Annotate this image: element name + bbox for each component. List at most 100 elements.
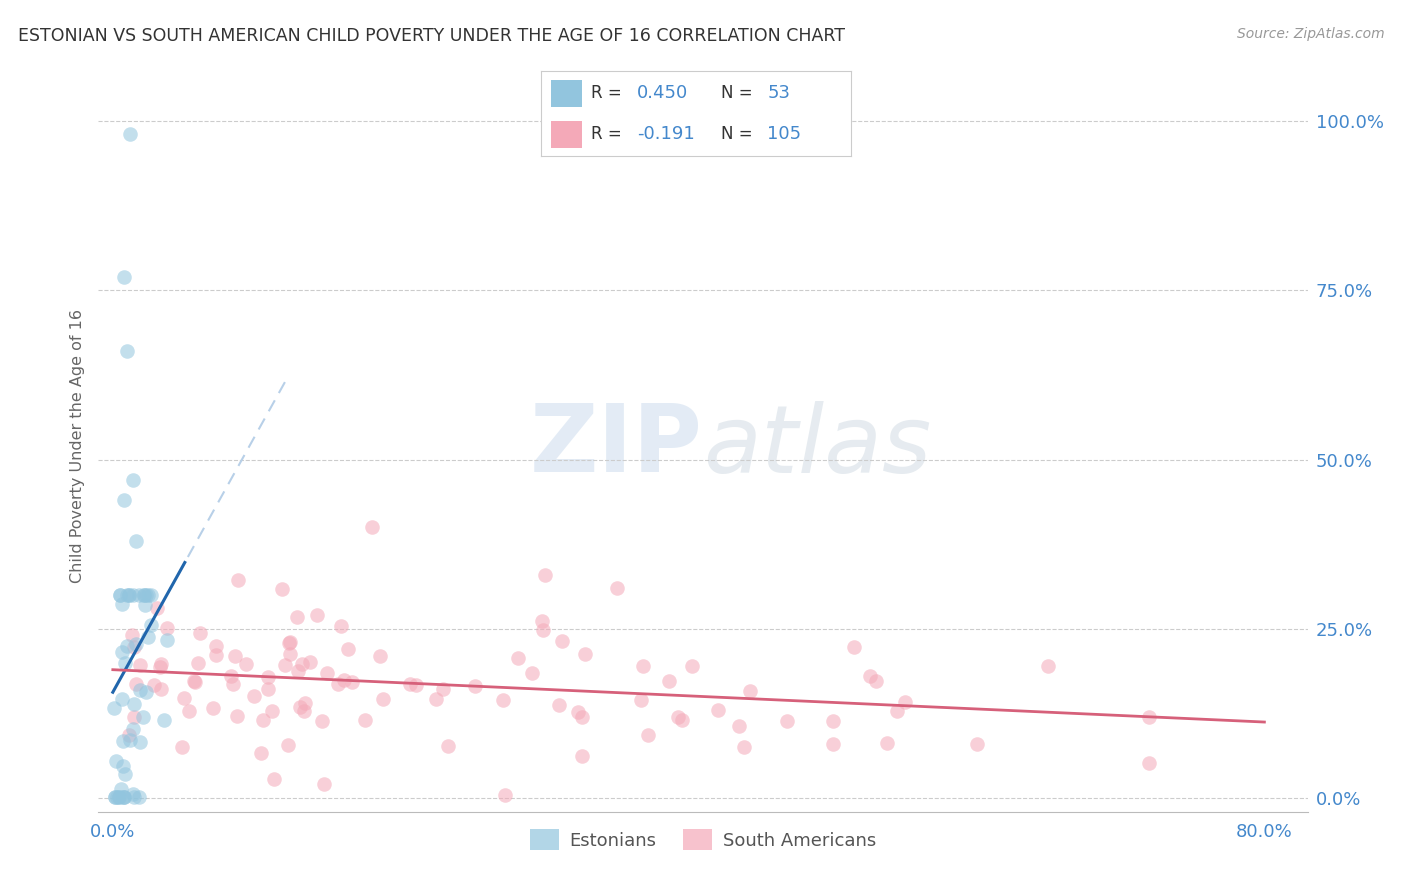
Point: [776, 714, 799, 728]
Point: [361, 520, 384, 534]
Point: [124, 640, 146, 654]
Point: [550, 634, 572, 648]
Point: [262, 704, 284, 718]
Point: [606, 581, 628, 595]
Point: [567, 705, 589, 719]
Point: [111, 692, 134, 706]
Point: [278, 634, 301, 648]
Point: [136, 588, 159, 602]
Point: [205, 639, 228, 653]
Point: [1137, 710, 1160, 724]
Point: [398, 676, 420, 690]
Point: [117, 588, 139, 602]
Point: [1137, 756, 1160, 771]
Point: [173, 691, 195, 706]
Point: [235, 657, 257, 671]
Point: [128, 683, 150, 698]
Point: [533, 624, 555, 638]
Point: [114, 656, 136, 670]
Point: [219, 668, 242, 682]
Point: [150, 682, 173, 697]
Point: [844, 640, 866, 654]
Point: [183, 674, 205, 689]
Point: [128, 790, 150, 805]
Point: [531, 614, 554, 628]
Point: [520, 666, 543, 681]
Point: [405, 678, 427, 692]
Point: [222, 677, 245, 691]
Point: [250, 746, 273, 760]
Point: [111, 790, 134, 805]
Point: [547, 698, 569, 712]
Point: [492, 693, 515, 707]
Point: [135, 588, 157, 602]
Point: [103, 700, 125, 714]
Legend: Estonians, South Americans: Estonians, South Americans: [523, 822, 883, 857]
Point: [299, 655, 322, 669]
Point: [136, 630, 159, 644]
Point: [105, 754, 128, 768]
Point: [115, 639, 138, 653]
Point: [274, 657, 297, 672]
Point: [681, 659, 703, 673]
Point: [122, 697, 145, 711]
Point: [146, 600, 169, 615]
Point: [225, 708, 247, 723]
Point: [287, 664, 309, 678]
Point: [111, 597, 134, 611]
Point: [134, 588, 156, 602]
Point: [135, 684, 157, 698]
Point: [111, 645, 134, 659]
Text: -0.191: -0.191: [637, 125, 695, 143]
Point: [494, 788, 516, 802]
Point: [658, 674, 681, 689]
Point: [738, 683, 761, 698]
Point: [630, 692, 652, 706]
Point: [271, 582, 294, 596]
Point: [354, 713, 377, 727]
Point: [114, 766, 136, 780]
Point: [312, 777, 335, 791]
Point: [821, 714, 844, 729]
Text: atlas: atlas: [703, 401, 931, 491]
Point: [112, 790, 135, 805]
Point: [671, 713, 693, 727]
Point: [112, 493, 135, 508]
Point: [120, 128, 142, 142]
Point: [226, 573, 249, 587]
Bar: [551, 120, 582, 147]
Point: [107, 790, 129, 805]
Point: [122, 588, 145, 602]
Point: [728, 719, 751, 733]
Point: [132, 709, 155, 723]
Point: [316, 666, 339, 681]
Point: [187, 656, 209, 670]
Point: [104, 790, 127, 805]
Text: R =: R =: [591, 85, 627, 103]
Point: [122, 473, 145, 487]
Point: [243, 689, 266, 703]
Point: [571, 710, 593, 724]
Point: [120, 733, 142, 747]
Point: [115, 344, 138, 359]
Point: [202, 700, 225, 714]
Point: [329, 619, 352, 633]
Point: [288, 700, 311, 714]
Bar: [551, 80, 582, 107]
Text: ZIP: ZIP: [530, 400, 703, 492]
Point: [256, 670, 278, 684]
Point: [107, 790, 129, 805]
Point: [124, 637, 146, 651]
Point: [966, 737, 988, 751]
Point: [437, 739, 460, 754]
Point: [143, 677, 166, 691]
Point: [107, 790, 129, 805]
Point: [291, 657, 314, 671]
Point: [865, 673, 887, 688]
Point: [425, 692, 447, 706]
Point: [278, 647, 301, 661]
Point: [150, 657, 173, 671]
Point: [112, 269, 135, 284]
Point: [631, 659, 654, 673]
Point: [294, 697, 316, 711]
